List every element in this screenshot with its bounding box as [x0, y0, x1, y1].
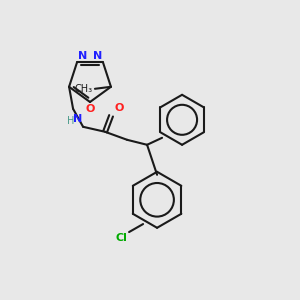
Text: N: N — [74, 114, 83, 124]
Text: Cl: Cl — [115, 233, 127, 243]
Text: N: N — [78, 51, 87, 61]
Text: CH₃: CH₃ — [75, 84, 93, 94]
Text: N: N — [93, 51, 102, 61]
Text: O: O — [114, 103, 124, 113]
Text: H: H — [68, 116, 75, 126]
Text: O: O — [85, 104, 95, 114]
